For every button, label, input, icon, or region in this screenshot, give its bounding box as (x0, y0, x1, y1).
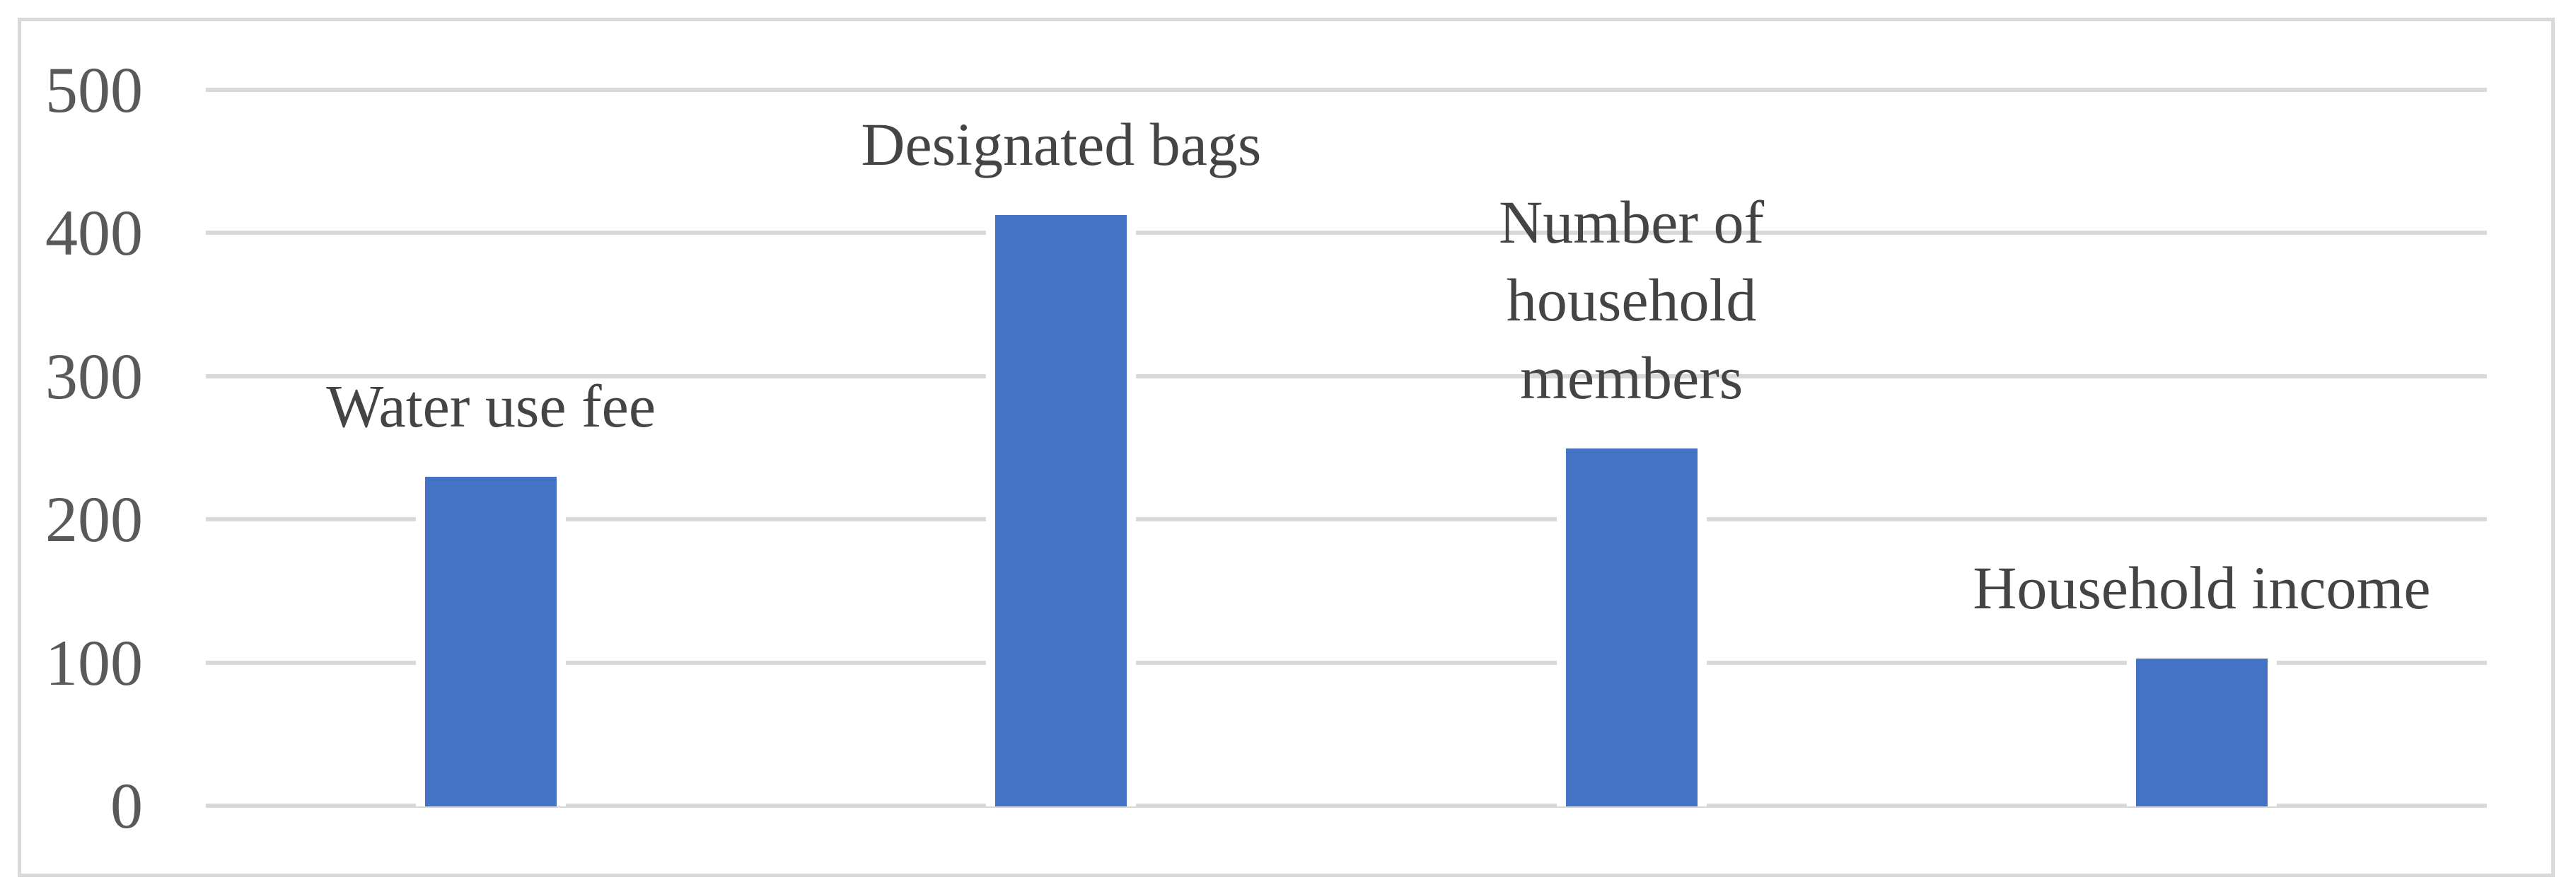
bar-label-number-of-household-members: Number of household members (1499, 183, 1764, 417)
bar-label-water-use-fee: Water use fee (326, 367, 656, 445)
bar-designated-bags (995, 214, 1127, 806)
y-gridline (206, 517, 2487, 521)
bar-label-household-income: Household income (1973, 549, 2430, 627)
y-tick-label: 400 (45, 197, 143, 269)
y-tick-label: 500 (45, 53, 143, 126)
y-gridline (206, 804, 2487, 808)
y-gridline (206, 231, 2487, 235)
bar-number-of-household-members (1565, 448, 1698, 806)
bar-label-line: Number of (1499, 187, 1765, 256)
y-tick-label: 100 (45, 626, 143, 699)
bar-label-line: household (1506, 265, 1757, 334)
bar-label-designated-bags: Designated bags (861, 105, 1261, 183)
y-gridline (206, 87, 2487, 92)
chart-frame (18, 18, 2555, 877)
y-gridline (206, 373, 2487, 378)
bar-label-line: Designated bags (861, 110, 1262, 178)
y-tick-label: 300 (45, 340, 143, 412)
bar-household-income (2135, 659, 2268, 806)
y-gridline (206, 660, 2487, 665)
bar-water-use-fee (425, 477, 557, 806)
y-tick-label: 200 (45, 483, 143, 555)
bar-label-line: Water use fee (326, 372, 656, 441)
bar-label-line: Household income (1973, 554, 2431, 622)
bar-label-line: members (1519, 343, 1744, 412)
y-tick-label: 0 (110, 770, 143, 842)
